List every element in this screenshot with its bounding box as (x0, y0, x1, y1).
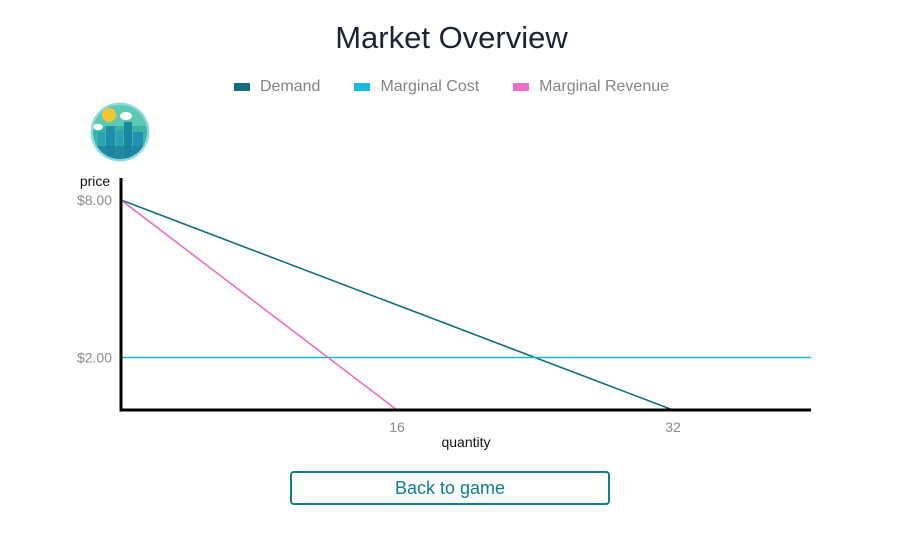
legend-swatch-marginal-cost (354, 83, 371, 91)
chart-title: Market Overview (335, 20, 568, 55)
legend-swatch-marginal-revenue (513, 83, 530, 91)
legend-label-marginal-revenue: Marginal Revenue (539, 78, 670, 95)
legend-label-marginal-cost: Marginal Cost (380, 78, 480, 95)
city-avatar-icon (90, 102, 150, 162)
x-tick-label: 16 (389, 419, 405, 435)
y-tick-label: $2.00 (77, 350, 112, 366)
x-tick-label: 32 (665, 419, 681, 435)
back-to-game-button[interactable]: Back to game (290, 471, 610, 505)
demand-line (120, 199, 674, 411)
legend-swatch-demand (233, 83, 250, 91)
legend-label-demand: Demand (259, 78, 321, 95)
y-tick-label: $8.00 (77, 192, 112, 208)
marginal-revenue-line (120, 199, 398, 411)
legend: Demand Marginal Cost Marginal Revenue (0, 78, 903, 96)
legend-item-demand[interactable]: Demand (233, 78, 321, 96)
y-axis-label: price (80, 173, 111, 189)
legend-item-marginal-cost[interactable]: Marginal Cost (354, 78, 479, 96)
legend-item-marginal-revenue[interactable]: Marginal Revenue (513, 78, 669, 96)
x-axis-label: quantity (441, 434, 490, 450)
